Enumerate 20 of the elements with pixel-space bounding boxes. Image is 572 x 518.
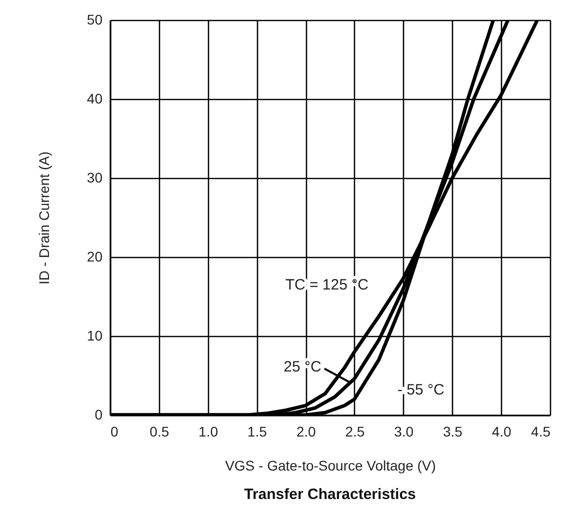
x-tick-label: 4.5 (531, 424, 551, 440)
y-tick-label: 20 (86, 248, 103, 264)
x-tick-label: 2.0 (296, 424, 316, 440)
y-tick-label: 30 (86, 170, 103, 186)
y-tick-label: 40 (86, 90, 103, 106)
y-tick-label: 50 (86, 12, 103, 28)
x-tick-label: 1.0 (198, 424, 218, 440)
text: Transfer Characteristics (244, 486, 416, 503)
x-tick-label: 4.0 (492, 424, 512, 440)
x-axis-title: VGS - Gate-to-Source Voltage (V) (225, 458, 436, 474)
x-tick-label: 3.5 (442, 424, 463, 440)
y-axis-title: ID - Drain Current (A) (36, 151, 52, 285)
x-tick-label: 2.5 (345, 424, 365, 440)
x-tick-label: 3.0 (394, 424, 414, 440)
x-tick-label: 1.5 (247, 424, 268, 440)
y-tick-label: 0 (94, 406, 103, 422)
y-tick-label: 10 (86, 328, 103, 344)
series-label: - 55 °C (397, 382, 444, 399)
x-tick-label: 0 (110, 424, 118, 440)
x-tick-label: 0.5 (150, 424, 170, 440)
